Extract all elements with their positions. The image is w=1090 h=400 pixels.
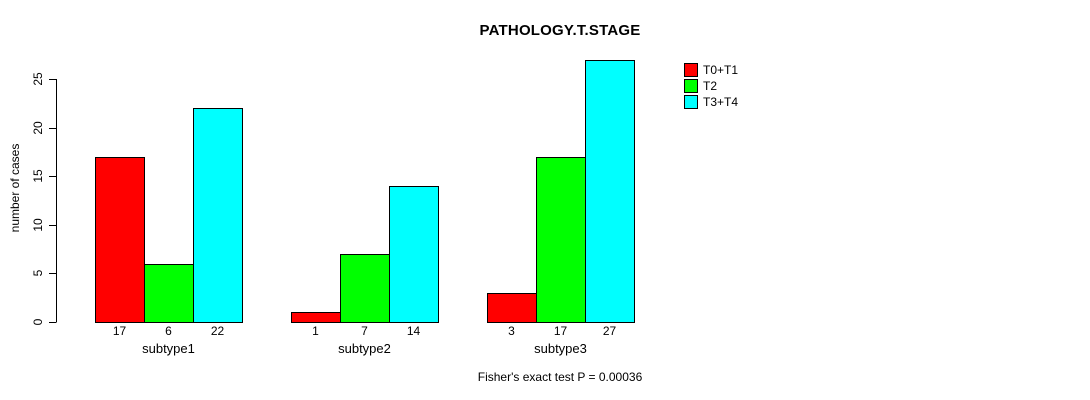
- chart-title: PATHOLOGY.T.STAGE: [479, 22, 641, 39]
- y-tick-label: 5: [31, 269, 45, 276]
- legend-label: T2: [703, 79, 718, 93]
- legend-item: T0+T1: [684, 63, 738, 77]
- y-tick-label: 15: [31, 169, 45, 183]
- category-label-subtype2: subtype2: [338, 341, 391, 356]
- bar-value-label: 6: [165, 324, 172, 338]
- bar-value-label: 14: [407, 324, 421, 338]
- legend-label: T0+T1: [703, 63, 739, 77]
- legend-item: T3+T4: [684, 95, 738, 109]
- bar-subtype2-T2: [340, 254, 390, 323]
- bar-value-label: 7: [361, 324, 368, 338]
- fisher-test-annotation: Fisher's exact test P = 0.00036: [477, 370, 643, 384]
- bar-value-label: 22: [211, 324, 225, 338]
- bar-subtype1-T3+T4: [193, 108, 243, 323]
- category-label-subtype1: subtype1: [142, 341, 195, 356]
- bar-value-label: 27: [603, 324, 617, 338]
- legend-color-swatch: [684, 63, 698, 77]
- bar-subtype2-T3+T4: [389, 186, 439, 323]
- y-tick-label: 25: [31, 72, 45, 86]
- y-tick-label: 20: [31, 121, 45, 135]
- bar-subtype3-T3+T4: [585, 60, 635, 323]
- bar-value-label: 17: [554, 324, 568, 338]
- bar-subtype1-T2: [144, 264, 194, 323]
- bar-subtype3-T2: [536, 157, 586, 323]
- legend-color-swatch: [684, 95, 698, 109]
- category-label-subtype3: subtype3: [534, 341, 587, 356]
- legend-label: T3+T4: [703, 95, 739, 109]
- bar-value-label: 3: [508, 324, 515, 338]
- bar-subtype3-T0+T1: [487, 293, 537, 323]
- bar-subtype2-T0+T1: [291, 312, 341, 323]
- y-tick-label: 0: [31, 318, 45, 325]
- legend-color-swatch: [684, 79, 698, 93]
- bar-subtype1-T0+T1: [95, 157, 145, 323]
- legend-item: T2: [684, 79, 738, 93]
- bar-value-label: 17: [113, 324, 127, 338]
- y-tick-label: 10: [31, 218, 45, 232]
- legend: T0+T1 T2 T3+T4: [684, 63, 738, 111]
- bar-value-label: 1: [312, 324, 319, 338]
